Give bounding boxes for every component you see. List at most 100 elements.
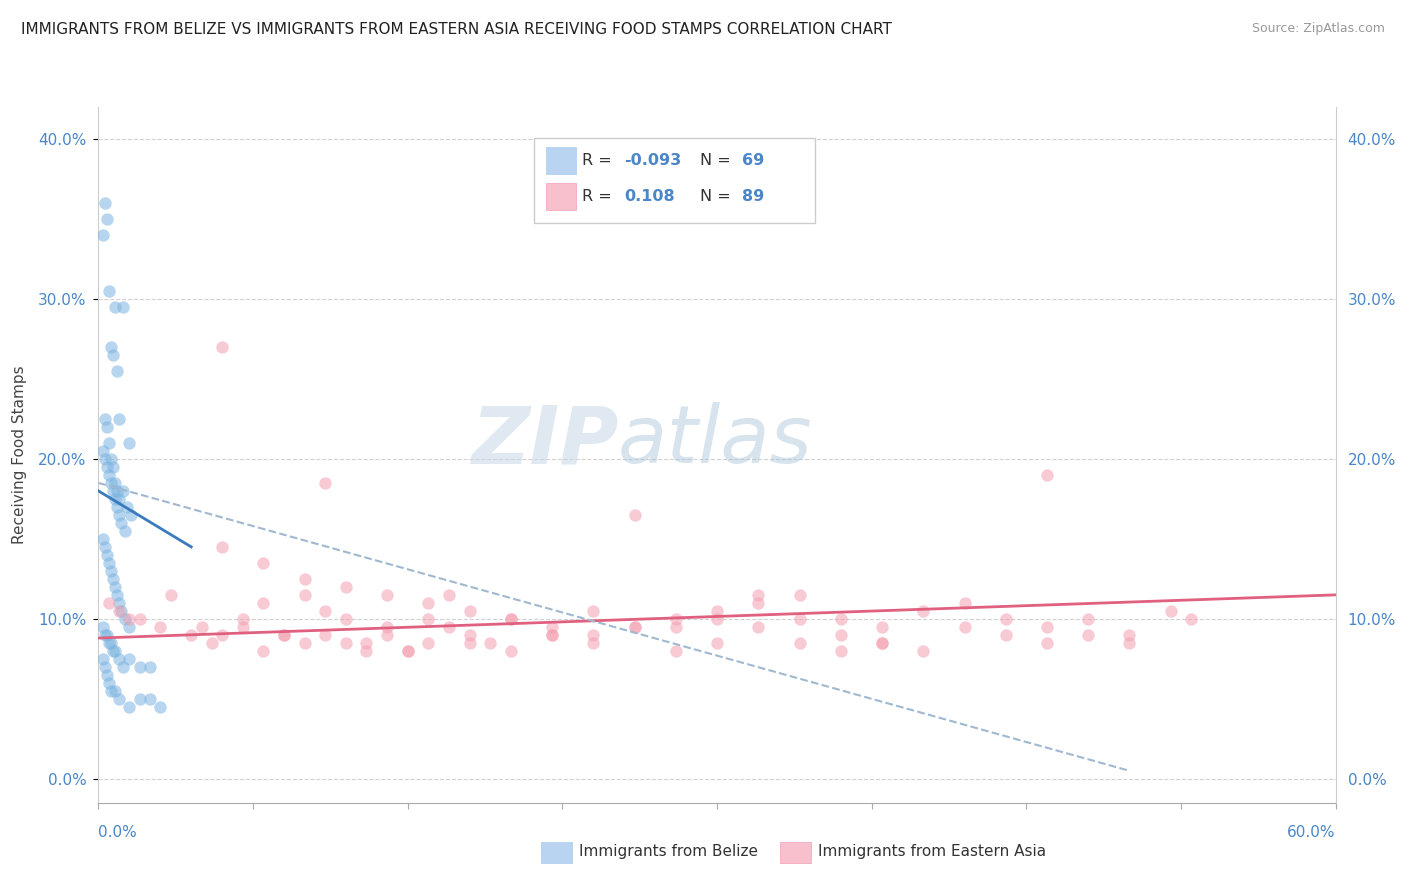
- Text: ZIP: ZIP: [471, 402, 619, 480]
- Point: [112, 483, 135, 498]
- Point: [159, 588, 181, 602]
- Point: [418, 596, 440, 610]
- Point: [104, 683, 127, 698]
- Point: [211, 628, 233, 642]
- Point: [582, 604, 605, 618]
- Point: [108, 652, 131, 666]
- Point: [1077, 612, 1099, 626]
- Point: [953, 620, 976, 634]
- Point: [994, 628, 1017, 642]
- Point: [499, 612, 522, 626]
- Point: [96, 420, 118, 434]
- Point: [108, 491, 131, 506]
- Text: -0.093: -0.093: [624, 153, 682, 168]
- Point: [912, 604, 935, 618]
- Point: [335, 612, 357, 626]
- Point: [314, 475, 336, 490]
- Point: [994, 612, 1017, 626]
- Point: [100, 683, 122, 698]
- Point: [128, 691, 150, 706]
- Point: [139, 691, 162, 706]
- Text: Immigrants from Belize: Immigrants from Belize: [579, 845, 758, 859]
- Point: [91, 227, 114, 242]
- Point: [149, 699, 172, 714]
- Point: [1180, 612, 1202, 626]
- Point: [747, 588, 769, 602]
- Point: [110, 516, 132, 530]
- Text: R =: R =: [582, 189, 617, 203]
- Point: [418, 612, 440, 626]
- Point: [101, 483, 124, 498]
- Point: [108, 508, 131, 522]
- Point: [747, 620, 769, 634]
- Point: [582, 636, 605, 650]
- Point: [93, 412, 115, 426]
- Point: [96, 628, 118, 642]
- Point: [180, 628, 202, 642]
- Point: [314, 628, 336, 642]
- Point: [356, 644, 378, 658]
- Point: [118, 612, 141, 626]
- Point: [273, 628, 295, 642]
- Point: [120, 508, 142, 522]
- Point: [139, 660, 162, 674]
- Point: [665, 612, 688, 626]
- Point: [104, 491, 127, 506]
- Point: [1118, 628, 1140, 642]
- Point: [97, 467, 120, 482]
- Point: [1077, 628, 1099, 642]
- Point: [117, 500, 139, 514]
- Point: [96, 459, 118, 474]
- Point: [706, 636, 728, 650]
- Point: [100, 451, 122, 466]
- Point: [108, 412, 131, 426]
- Point: [104, 475, 127, 490]
- Point: [912, 644, 935, 658]
- Point: [375, 588, 398, 602]
- Point: [314, 604, 336, 618]
- Point: [96, 212, 118, 227]
- Point: [665, 620, 688, 634]
- Point: [91, 444, 114, 458]
- Point: [458, 636, 481, 650]
- Point: [870, 636, 893, 650]
- Point: [93, 540, 115, 554]
- Y-axis label: Receiving Food Stamps: Receiving Food Stamps: [13, 366, 27, 544]
- Point: [1160, 604, 1182, 618]
- Point: [232, 612, 254, 626]
- Point: [101, 572, 124, 586]
- Text: 0.0%: 0.0%: [98, 825, 138, 840]
- Point: [97, 676, 120, 690]
- Point: [91, 532, 114, 546]
- Text: IMMIGRANTS FROM BELIZE VS IMMIGRANTS FROM EASTERN ASIA RECEIVING FOOD STAMPS COR: IMMIGRANTS FROM BELIZE VS IMMIGRANTS FRO…: [21, 22, 891, 37]
- Point: [112, 660, 135, 674]
- Point: [375, 620, 398, 634]
- Point: [953, 596, 976, 610]
- Point: [1036, 467, 1059, 482]
- Text: 60.0%: 60.0%: [1288, 825, 1336, 840]
- Point: [211, 540, 233, 554]
- Point: [110, 604, 132, 618]
- Point: [105, 364, 128, 378]
- Point: [252, 556, 274, 570]
- Point: [114, 524, 136, 538]
- Point: [101, 348, 124, 362]
- Point: [294, 572, 316, 586]
- Point: [201, 636, 224, 650]
- Point: [97, 556, 120, 570]
- Point: [830, 644, 852, 658]
- Point: [479, 636, 502, 650]
- Point: [118, 436, 141, 450]
- Point: [335, 580, 357, 594]
- Point: [232, 620, 254, 634]
- Point: [294, 588, 316, 602]
- Point: [396, 644, 419, 658]
- Text: 0.108: 0.108: [624, 189, 675, 203]
- Point: [104, 580, 127, 594]
- Point: [706, 604, 728, 618]
- Point: [104, 644, 127, 658]
- Point: [128, 660, 150, 674]
- Point: [458, 604, 481, 618]
- Point: [665, 644, 688, 658]
- Point: [93, 451, 115, 466]
